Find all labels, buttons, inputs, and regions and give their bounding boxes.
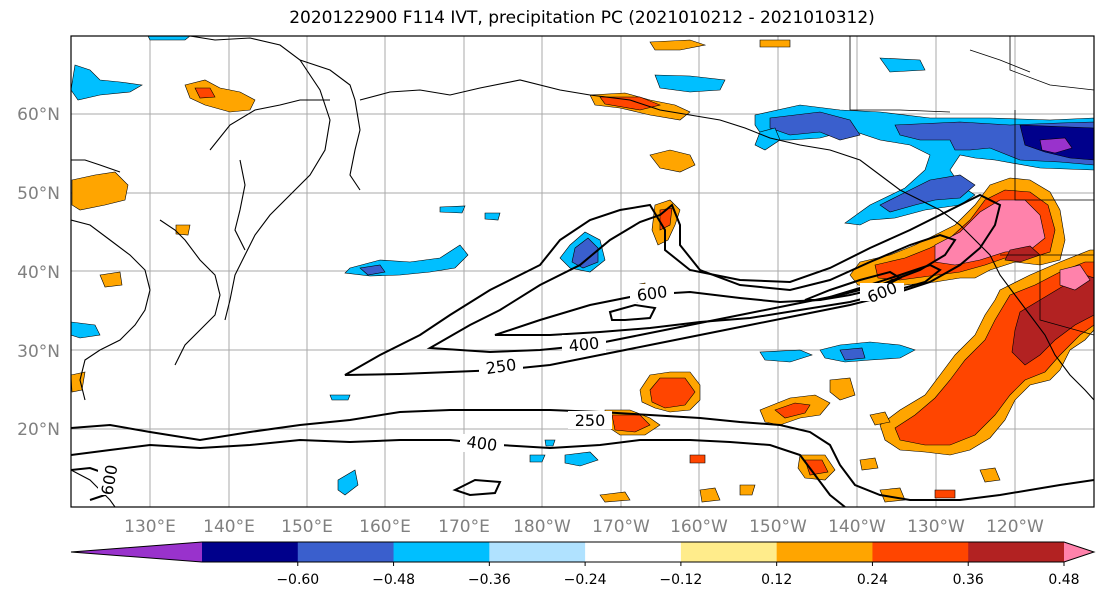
negative-precip-anomaly — [71, 36, 1094, 496]
lat-label: 40°N — [17, 263, 60, 283]
colorbar-tick-label: −0.48 — [372, 572, 415, 588]
contour-label: 600 — [636, 282, 669, 305]
colorbar-segment — [968, 542, 1065, 562]
longitude-labels: 130°E 140°E 150°E 160°E 170°E 180°W 170°W 160°W… — [124, 517, 1044, 537]
lon-label: 180°W — [513, 517, 571, 537]
colorbar-tick-label: −0.12 — [659, 572, 702, 588]
contour-label: 400 — [568, 333, 600, 355]
colorbar-segment — [776, 542, 873, 562]
positive-precip-anomaly — [71, 39, 1094, 503]
colorbar-segment — [585, 542, 682, 562]
colorbar-tick-label: −0.60 — [276, 572, 319, 588]
colorbar-segment — [297, 542, 395, 562]
lon-label: 160°W — [670, 517, 728, 537]
lat-label: 20°N — [17, 420, 60, 440]
colorbar-segment — [202, 542, 299, 562]
lon-label: 130°W — [907, 517, 965, 537]
lat-label: 30°N — [17, 342, 60, 362]
colorbar-tick-label: 0.36 — [953, 572, 984, 588]
lon-label: 150°E — [281, 517, 333, 537]
contour-label: 400 — [465, 432, 498, 455]
colorbar-tick-label: 0.24 — [857, 572, 888, 588]
lon-label: 140°W — [828, 517, 886, 537]
lon-label: 170°W — [592, 517, 650, 537]
contour-label: 250 — [575, 411, 606, 430]
colorbar-segment — [489, 542, 586, 562]
colorbar-tick-label: −0.36 — [468, 572, 511, 588]
map-frame — [70, 35, 1095, 508]
lon-label: 150°W — [749, 517, 807, 537]
lat-label: 50°N — [17, 184, 60, 204]
lon-label: 120°W — [986, 517, 1044, 537]
colorbar: −0.60 −0.48 −0.36 −0.24 −0.12 0.12 0.24 0.36 0.4… — [70, 541, 1096, 588]
colorbar-extend-low — [71, 542, 202, 562]
lon-label: 170°E — [438, 517, 490, 537]
colorbar-extend-high — [1064, 542, 1094, 562]
map-title: 2020122900 F114 IVT, precipitation PC (2… — [289, 8, 875, 28]
colorbar-tick-label: 0.12 — [761, 572, 792, 588]
political-borders — [849, 36, 1094, 336]
lon-label: 160°E — [359, 517, 411, 537]
colorbar-segment — [393, 542, 490, 562]
latitude-labels: 20°N 30°N 40°N 50°N 60°N — [17, 105, 60, 440]
lat-label: 60°N — [17, 105, 60, 125]
colorbar-tick-label: 0.48 — [1048, 572, 1079, 588]
colorbar-tick-label: −0.24 — [564, 572, 607, 588]
colorbar-outline — [70, 541, 1096, 563]
lon-label: 140°E — [203, 517, 255, 537]
contour-label: 250 — [485, 355, 518, 378]
colorbar-segment — [872, 542, 969, 562]
colorbar-segment — [680, 542, 778, 562]
lon-label: 130°E — [124, 517, 176, 537]
contour-label-group: 600 600 400 250 250 400 600 — [97, 278, 904, 497]
